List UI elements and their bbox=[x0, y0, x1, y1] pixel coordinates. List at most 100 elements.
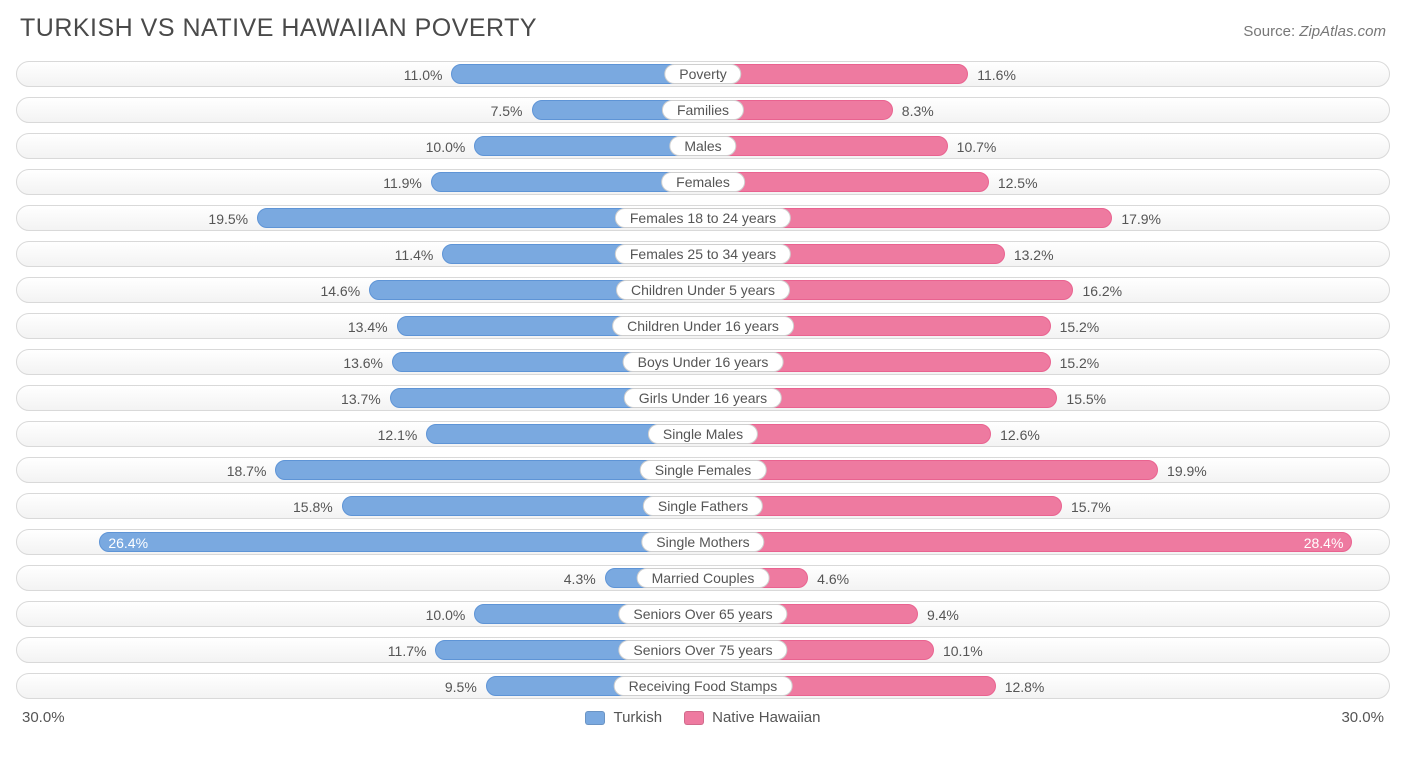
chart-header: TURKISH VS NATIVE HAWAIIAN POVERTY Sourc… bbox=[16, 14, 1390, 43]
value-left: 13.7% bbox=[341, 389, 391, 409]
row-left-half: 11.4% bbox=[17, 242, 703, 266]
chart-row: 18.7% 19.9%Single Females bbox=[16, 457, 1390, 483]
value-right: 15.2% bbox=[1050, 353, 1100, 373]
value-left: 15.8% bbox=[293, 497, 343, 517]
row-right-half: 8.3% bbox=[703, 98, 1389, 122]
value-left: 13.4% bbox=[348, 317, 398, 337]
chart-row: 14.6% 16.2%Children Under 5 years bbox=[16, 277, 1390, 303]
row-left-half: 9.5% bbox=[17, 674, 703, 698]
legend-label-right: Native Hawaiian bbox=[712, 709, 820, 726]
category-label: Children Under 5 years bbox=[616, 280, 790, 300]
row-left-half: 7.5% bbox=[17, 98, 703, 122]
row-right-half: 15.7% bbox=[703, 494, 1389, 518]
chart-legend: Turkish Native Hawaiian bbox=[65, 709, 1342, 726]
row-right-half: 10.1% bbox=[703, 638, 1389, 662]
chart-row: 11.7% 10.1%Seniors Over 75 years bbox=[16, 637, 1390, 663]
value-left: 11.9% bbox=[383, 173, 432, 193]
value-left: 11.7% bbox=[388, 641, 437, 661]
value-left: 10.0% bbox=[426, 605, 476, 625]
chart-row: 11.0% 11.6%Poverty bbox=[16, 61, 1390, 87]
value-right: 9.4% bbox=[917, 605, 959, 625]
source-value: ZipAtlas.com bbox=[1299, 23, 1386, 40]
value-left: 12.1% bbox=[378, 425, 428, 445]
chart-row: 10.0%9.4%Seniors Over 65 years bbox=[16, 601, 1390, 627]
row-left-half: 12.1% bbox=[17, 422, 703, 446]
row-right-half: 13.2% bbox=[703, 242, 1389, 266]
category-label: Poverty bbox=[664, 64, 741, 84]
axis-max-left: 30.0% bbox=[22, 709, 65, 726]
value-left: 10.0% bbox=[426, 137, 476, 157]
legend-item-right: Native Hawaiian bbox=[684, 709, 820, 726]
row-right-half: 16.2% bbox=[703, 278, 1389, 302]
legend-label-left: Turkish bbox=[613, 709, 662, 726]
source-label: Source: bbox=[1243, 23, 1299, 40]
row-right-half: 12.8% bbox=[703, 674, 1389, 698]
bar-right: 28.4% bbox=[703, 532, 1352, 552]
row-left-half: 14.6% bbox=[17, 278, 703, 302]
chart-source: Source: ZipAtlas.com bbox=[1243, 23, 1386, 40]
chart-footer: 30.0% Turkish Native Hawaiian 30.0% bbox=[16, 709, 1390, 726]
category-label: Boys Under 16 years bbox=[623, 352, 784, 372]
category-label: Single Males bbox=[648, 424, 758, 444]
value-right: 4.6% bbox=[807, 569, 849, 589]
category-label: Males bbox=[669, 136, 736, 156]
row-left-half: 26.4% bbox=[17, 530, 703, 554]
value-right: 15.7% bbox=[1061, 497, 1111, 517]
row-left-half: 19.5% bbox=[17, 206, 703, 230]
row-right-half: 15.2% bbox=[703, 314, 1389, 338]
chart-row: 9.5% 12.8% Receiving Food Stamps bbox=[16, 673, 1390, 699]
row-left-half: 4.3% bbox=[17, 566, 703, 590]
row-right-half: 19.9% bbox=[703, 458, 1389, 482]
bar-left: 26.4% bbox=[99, 532, 703, 552]
row-left-half: 11.7% bbox=[17, 638, 703, 662]
row-left-half: 13.7% bbox=[17, 386, 703, 410]
category-label: Single Fathers bbox=[643, 496, 763, 516]
row-right-half: 4.6% bbox=[703, 566, 1389, 590]
row-right-half: 11.6% bbox=[703, 62, 1389, 86]
value-left: 11.0% bbox=[404, 65, 453, 85]
row-left-half: 10.0% bbox=[17, 602, 703, 626]
chart-row: 26.4%28.4%Single Mothers bbox=[16, 529, 1390, 555]
value-left: 14.6% bbox=[320, 281, 370, 301]
category-label: Seniors Over 75 years bbox=[618, 640, 787, 660]
value-left: 11.4% bbox=[395, 245, 444, 265]
chart-row: 10.0% 10.7%Males bbox=[16, 133, 1390, 159]
value-right: 13.2% bbox=[1004, 245, 1054, 265]
value-left: 9.5% bbox=[445, 677, 487, 697]
bar-right: 11.6% bbox=[703, 64, 968, 84]
value-right: 8.3% bbox=[892, 101, 934, 121]
category-label: Single Females bbox=[640, 460, 767, 480]
chart-row: 7.5% 8.3% Families bbox=[16, 97, 1390, 123]
category-label: Families bbox=[662, 100, 744, 120]
value-right: 12.6% bbox=[990, 425, 1040, 445]
row-right-half: 10.7% bbox=[703, 134, 1389, 158]
category-label: Females 18 to 24 years bbox=[615, 208, 791, 228]
row-right-half: 12.5% bbox=[703, 170, 1389, 194]
legend-item-left: Turkish bbox=[585, 709, 662, 726]
row-right-half: 9.4% bbox=[703, 602, 1389, 626]
value-right: 12.8% bbox=[995, 677, 1045, 697]
row-left-half: 13.6% bbox=[17, 350, 703, 374]
row-left-half: 13.4% bbox=[17, 314, 703, 338]
category-label: Females bbox=[661, 172, 745, 192]
chart-row: 12.1% 12.6% Single Males bbox=[16, 421, 1390, 447]
chart-row: 11.9% 12.5%Females bbox=[16, 169, 1390, 195]
value-right: 17.9% bbox=[1111, 209, 1161, 229]
category-label: Girls Under 16 years bbox=[624, 388, 782, 408]
chart-row: 11.4% 13.2% Females 25 to 34 years bbox=[16, 241, 1390, 267]
category-label: Females 25 to 34 years bbox=[615, 244, 791, 264]
bar-right: 19.9% bbox=[703, 460, 1158, 480]
value-right: 15.5% bbox=[1056, 389, 1106, 409]
chart-row: 13.7% 15.5% Girls Under 16 years bbox=[16, 385, 1390, 411]
category-label: Children Under 16 years bbox=[612, 316, 794, 336]
row-right-half: 28.4% bbox=[703, 530, 1389, 554]
row-left-half: 11.9% bbox=[17, 170, 703, 194]
bar-right: 12.5% bbox=[703, 172, 989, 192]
row-right-half: 15.5% bbox=[703, 386, 1389, 410]
value-left: 7.5% bbox=[491, 101, 533, 121]
category-label: Receiving Food Stamps bbox=[614, 676, 793, 696]
value-left: 18.7% bbox=[227, 461, 277, 481]
value-left: 26.4% bbox=[108, 533, 148, 553]
diverging-bar-chart: 11.0%11.6%Poverty7.5%8.3%Families10.0%10… bbox=[16, 61, 1390, 699]
bar-right: 10.7% bbox=[703, 136, 948, 156]
